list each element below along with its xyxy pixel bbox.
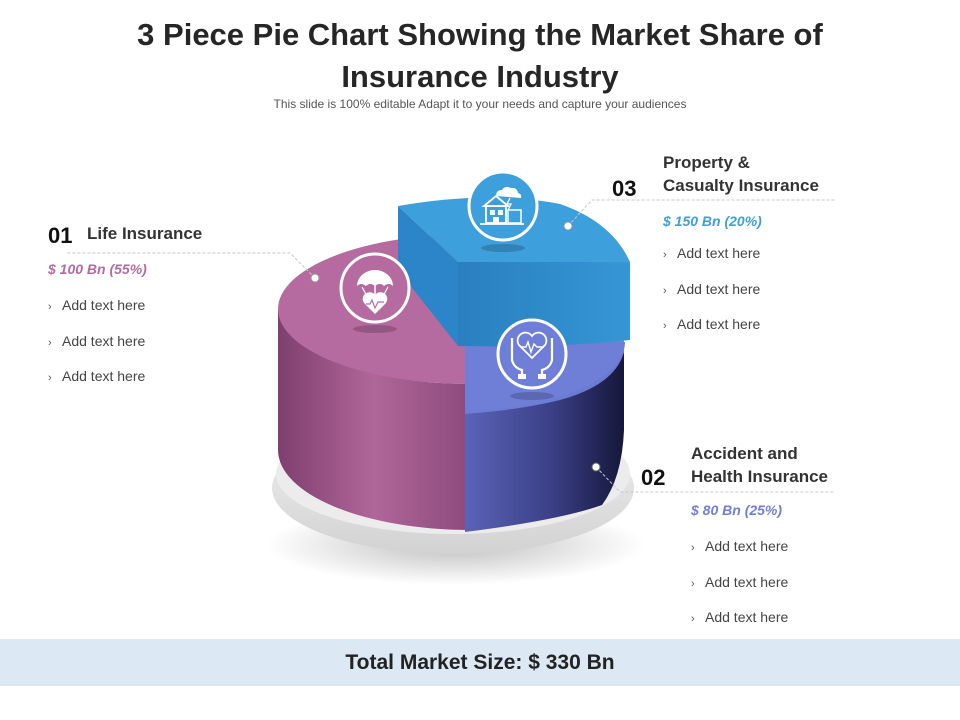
chevron-right-icon: › [663,284,667,297]
segment-number-01: 01 [48,223,73,248]
total-market-size-label: Total Market Size: $ 330 Bn [345,650,615,674]
pie-slice-life-side [278,309,470,530]
chevron-right-icon: › [691,542,695,554]
segment-title-03-line1: Property & [663,153,750,172]
page-title: 3 Piece Pie Chart Showing the Market Sha… [137,17,823,94]
segment-value-02: $ 80 Bn (25%) [691,502,783,518]
segment-title-01: Life Insurance [87,224,203,243]
segment-title-02-line1: Accident and [691,444,798,463]
chevron-right-icon: › [48,301,52,313]
house-storm-icon [467,170,539,252]
segment-title-02-line2: Health Insurance [691,467,828,486]
list-item: › Add text here [691,609,789,625]
segment-number-02: 02 [641,465,666,490]
leader-dot-01 [310,273,320,283]
pie-slice-property-side [458,262,630,347]
total-market-size-bar: Total Market Size: $ 330 Bn [0,639,960,686]
heart-umbrella-icon [339,252,411,333]
segment-value-01: $ 100 Bn (55%) [48,261,147,277]
pie-slice-property-inner-side [398,206,458,346]
list-item: › Add text here [691,538,789,554]
segment-bullets-03: › Add text here › Add text here › Add text … [663,245,760,352]
segment-bullets-01: › Add text here › Add text here › Add text … [48,297,145,404]
heart-hands-icon [496,318,568,400]
list-item: › Add text here [663,280,761,297]
list-item: › Add text here [691,573,789,590]
page-subtitle: This slide is 100% editable Adapt it to … [273,97,687,111]
chevron-right-icon: › [691,577,695,590]
chevron-right-icon: › [663,320,667,332]
leader-line-01 [65,252,316,279]
list-item: › Add text here [663,245,761,261]
segment-bullets-02: › Add text here › Add text here › Add text … [691,538,788,645]
segment-title-03-line2: Casualty Insurance [663,176,819,195]
leader-line-02 [595,466,835,493]
segment-value-03: $ 150 Bn (20%) [663,213,762,229]
list-item: › Add text here [48,297,146,313]
chevron-right-icon: › [48,336,52,349]
chevron-right-icon: › [663,249,667,261]
leader-dot-02 [591,462,601,472]
leader-dot-03 [563,221,573,231]
list-item: › Add text here [48,368,146,384]
chevron-right-icon: › [48,372,52,384]
segment-number-03: 03 [612,176,637,201]
leader-line-03 [567,199,835,227]
list-item: › Add text here [663,316,761,332]
chevron-right-icon: › [691,613,695,625]
list-item: › Add text here [48,332,146,349]
